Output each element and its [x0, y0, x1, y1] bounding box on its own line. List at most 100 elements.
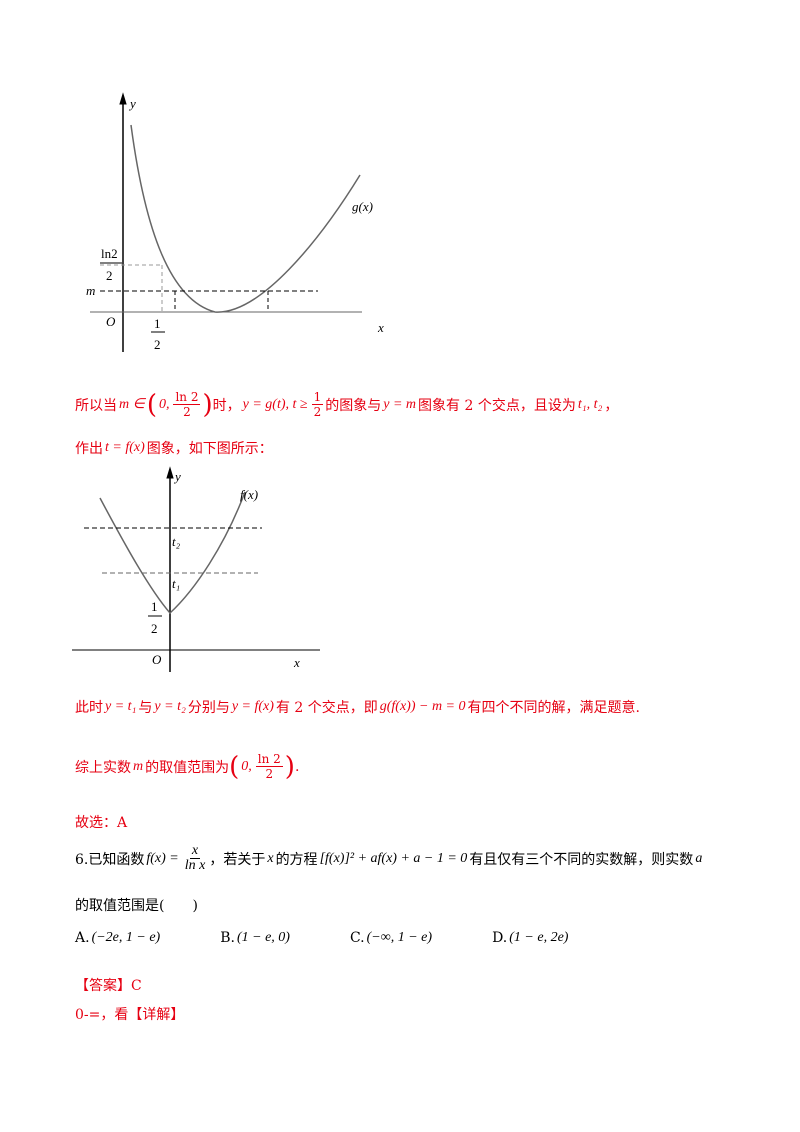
- math: y = t₁: [105, 699, 137, 714]
- paragraph: 此时 y = t₁ 与 y = t₂ 分别与 y = f(x) 有 2 个交点，…: [75, 697, 640, 717]
- den: 2: [265, 767, 274, 781]
- label: x: [377, 320, 384, 335]
- paren: (: [146, 389, 157, 420]
- curve: [130, 124, 361, 313]
- fraction: x ln x: [183, 844, 208, 873]
- paragraph: 故选：A: [75, 812, 127, 832]
- option: B. (1 − e, 0): [220, 930, 292, 946]
- math: y = t₂: [154, 699, 186, 714]
- math: (−∞, 1 − e): [366, 930, 433, 945]
- text: 的方程: [275, 851, 318, 868]
- math: t = f(x): [105, 440, 145, 455]
- option: A. (−2e, 1 − e): [75, 930, 162, 946]
- text: 作出: [75, 441, 103, 457]
- paren: ): [284, 751, 295, 782]
- figure-g: [90, 92, 362, 352]
- letter: C.: [349, 930, 365, 946]
- paragraph: 0-=，看【详解】: [75, 1004, 184, 1024]
- text: 的图象与: [325, 397, 382, 414]
- text: 有四个不同的解，满足题意.: [467, 700, 640, 716]
- label: g(x): [352, 199, 373, 214]
- question: 6.已知函数 f(x) = x ln x ，若关于 x 的方程 [f(x)]² +…: [75, 844, 704, 873]
- label: f(x): [240, 487, 258, 502]
- label: O: [106, 314, 116, 329]
- text: 图象有 2 个交点，且设为: [418, 397, 576, 414]
- text: .: [294, 758, 300, 775]
- text: 图象，如下图所示：: [146, 441, 273, 457]
- label: t₂: [172, 534, 181, 549]
- label: x: [293, 655, 300, 670]
- label: 1: [154, 316, 161, 331]
- paren: ): [202, 389, 213, 420]
- math: y = m: [383, 396, 417, 412]
- letter: B.: [220, 930, 235, 946]
- arrow: [119, 92, 127, 105]
- question: 的取值范围是( ): [75, 895, 198, 915]
- math: t₁, t₂: [577, 396, 603, 412]
- text: 与: [138, 700, 153, 716]
- text: ，若关于: [209, 851, 266, 868]
- math: 0,: [241, 758, 252, 774]
- den: ln x: [184, 858, 206, 873]
- num: 1: [311, 390, 324, 405]
- label: 2: [106, 268, 113, 283]
- den: 2: [313, 405, 322, 419]
- label: t₁: [172, 576, 180, 591]
- text: 此时: [75, 700, 103, 716]
- math: (1 − e, 2e): [509, 930, 569, 945]
- label: 2: [154, 337, 161, 352]
- label: m: [86, 283, 95, 298]
- math: m ∈: [119, 397, 145, 412]
- label: ln2: [101, 246, 118, 261]
- text: 6.已知函数: [75, 851, 145, 868]
- math: (−2e, 1 − e): [91, 930, 161, 945]
- answer: 【答案】C: [75, 975, 142, 995]
- num: ln 2: [255, 752, 283, 767]
- text: 0-=，看【详解】: [75, 1007, 185, 1023]
- paragraph: 作出 t = f(x) 图象，如下图所示：: [75, 438, 273, 458]
- text: 有且仅有三个不同的实数解，则实数: [469, 851, 694, 868]
- label: y: [173, 469, 181, 484]
- option: D. (1 − e, 2e): [492, 930, 570, 946]
- math: [f(x)]² + af(x) + a − 1 = 0: [319, 850, 468, 866]
- label: O: [152, 652, 162, 667]
- letter: A.: [75, 930, 90, 946]
- den: 2: [183, 405, 191, 419]
- text: 的取值范围是( ): [75, 898, 198, 914]
- text: 时，: [212, 397, 241, 414]
- math: f(x) =: [146, 850, 179, 866]
- label: 1: [151, 599, 158, 614]
- text: 故选：A: [75, 815, 128, 831]
- text: 综上实数: [75, 759, 131, 776]
- num: x: [189, 843, 201, 859]
- math: (1 − e, 0): [236, 930, 290, 945]
- num: ln 2: [173, 390, 201, 405]
- math: 0,: [158, 396, 170, 412]
- text: 【答案】C: [75, 978, 142, 994]
- text: 的取值范围为: [145, 759, 230, 776]
- option: C. (−∞, 1 − e): [350, 930, 434, 946]
- math: x: [267, 850, 274, 866]
- label: 2: [151, 621, 158, 636]
- text: 所以当: [75, 397, 117, 414]
- letter: D.: [492, 930, 508, 946]
- label: y: [128, 96, 136, 111]
- text: 分别与: [187, 700, 230, 716]
- math: y = g(t), t ≥: [242, 396, 308, 412]
- arrow: [166, 466, 174, 479]
- text: ，: [604, 397, 619, 414]
- math: g(f(x)) − m = 0: [379, 699, 466, 714]
- math: a: [695, 850, 703, 866]
- figure-f: [72, 466, 320, 672]
- math: m: [133, 758, 144, 774]
- math: y = f(x): [231, 699, 274, 714]
- options: A. (−2e, 1 − e) B. (1 − e, 0) C. (−∞, 1 − e…: [75, 930, 628, 946]
- paren: (: [229, 751, 240, 782]
